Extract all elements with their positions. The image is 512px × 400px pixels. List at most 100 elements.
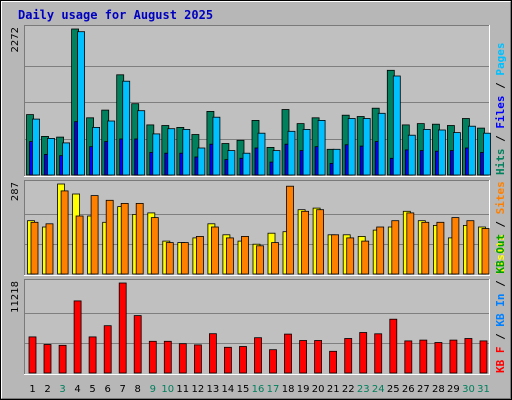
bar-pages-day-20 — [317, 120, 326, 176]
legend-entry: / — [494, 129, 507, 149]
bar-sites-day-5 — [90, 195, 99, 275]
bar-pages-day-18 — [287, 130, 296, 176]
bar-kb-f-day-25 — [389, 318, 398, 374]
bar-pages-day-4 — [77, 31, 85, 176]
bar-sites-day-8 — [135, 202, 144, 275]
bar-sites-day-13 — [210, 226, 219, 275]
bar-kb-f-day-17 — [269, 349, 277, 374]
x-tick-label: 2 — [44, 384, 50, 395]
bar-sites-day-2 — [45, 223, 54, 275]
bar-pages-day-12 — [197, 147, 206, 176]
x-tick-label: 1 — [29, 384, 35, 395]
x-tick-label: 22 — [342, 384, 355, 395]
x-tick-label: 10 — [161, 384, 174, 395]
x-tick-label: 6 — [105, 384, 111, 395]
y-axis-max-label: 287 — [10, 182, 21, 201]
x-tick-label: 23 — [357, 384, 370, 395]
bar-kb-f-day-16 — [254, 337, 262, 374]
x-tick-label: 9 — [150, 384, 156, 395]
x-tick-label: 27 — [417, 384, 430, 395]
bar-sites-day-15 — [241, 235, 249, 275]
bar-pages-day-30 — [467, 125, 476, 176]
bar-pages-day-28 — [437, 129, 446, 176]
bar-kb-f-day-22 — [344, 338, 353, 374]
bar-pages-day-5 — [92, 127, 100, 176]
bar-sites-day-25 — [391, 220, 400, 275]
legend-entry: Pages — [494, 43, 507, 76]
x-tick-label: 16 — [252, 384, 265, 395]
bar-sites-day-17 — [271, 242, 279, 275]
bar-kb-f-day-7 — [118, 282, 127, 374]
bar-sites-day-22 — [346, 237, 355, 275]
bar-kb-f-day-19 — [299, 340, 308, 374]
x-axis-tick-labels: 1 2 3 4 5 6 7 8 9 10 11 12 13 14 15 16 17 18 19 20 21 22 23 24 2… — [29, 384, 490, 395]
bar-pages-day-13 — [212, 116, 221, 176]
bar-sites-day-14 — [225, 237, 234, 275]
legend-entry: KB Out — [494, 234, 507, 274]
bar-kb-f-day-15 — [239, 346, 247, 374]
bar-kb-f-day-21 — [329, 350, 338, 374]
bar-sites-day-12 — [195, 235, 204, 275]
bar-pages-day-8 — [137, 110, 146, 176]
chart-panels: 2272 Hits / Files / Pages 287 Visits / Site… — [10, 25, 507, 375]
x-tick-label: 29 — [447, 384, 460, 395]
bar-pages-day-2 — [47, 137, 55, 176]
bar-sites-day-27 — [421, 221, 430, 275]
bar-kb-f-day-1 — [28, 336, 37, 374]
bar-pages-day-29 — [452, 132, 461, 176]
panel-hits_files_pages: 2272 Hits / Files / Pages — [10, 25, 507, 177]
bar-kb-f-day-14 — [223, 346, 232, 374]
bar-kb-f-day-11 — [178, 343, 187, 374]
bar-pages-day-15 — [242, 152, 251, 176]
legend-entry: / — [494, 327, 507, 347]
legend-entry: / — [494, 214, 507, 234]
bar-pages-day-24 — [377, 112, 386, 176]
legend-entry: Files — [494, 96, 507, 129]
bar-kb-f-day-24 — [374, 333, 383, 374]
legend-visits_sites: Visits / Sites — [494, 181, 507, 274]
chart-title: Daily usage for August 2025 — [18, 8, 213, 22]
bar-sites-day-21 — [331, 234, 340, 275]
x-tick-label: 17 — [267, 384, 280, 395]
bar-kb-f-day-29 — [449, 339, 458, 374]
bar-sites-day-4 — [75, 215, 84, 275]
bar-sites-day-7 — [120, 202, 129, 275]
bar-kb-f-day-12 — [193, 344, 202, 374]
bar-pages-day-11 — [182, 128, 191, 176]
bar-pages-day-22 — [347, 118, 356, 176]
bar-pages-day-1 — [32, 118, 40, 176]
bar-kb-f-day-20 — [314, 340, 323, 374]
bar-pages-day-31 — [483, 132, 491, 176]
bar-kb-f-day-9 — [148, 340, 157, 374]
x-tick-label: 8 — [135, 384, 141, 395]
bar-kb-f-day-13 — [208, 333, 217, 374]
x-tick-label: 19 — [297, 384, 310, 395]
bar-sites-day-1 — [30, 221, 39, 275]
bar-sites-day-9 — [150, 217, 159, 275]
bar-pages-day-6 — [107, 120, 116, 176]
x-tick-label: 12 — [192, 384, 205, 395]
bar-sites-day-20 — [316, 209, 325, 275]
x-tick-label: 20 — [312, 384, 325, 395]
bar-sites-day-24 — [376, 226, 385, 275]
bar-kb-f-day-23 — [359, 332, 368, 374]
bar-sites-day-11 — [180, 242, 189, 275]
legend-entry: Hits — [494, 149, 507, 176]
x-tick-label: 14 — [222, 384, 235, 395]
bar-sites-day-26 — [406, 212, 415, 275]
legend-entry: Visits — [494, 234, 507, 274]
bar-sites-day-29 — [451, 217, 460, 275]
bar-kb-f-day-18 — [284, 333, 292, 374]
bar-kb-f-day-27 — [419, 339, 428, 374]
bar-kb-f-day-3 — [58, 344, 67, 374]
bar-kb-f-day-5 — [88, 336, 97, 374]
bar-kb-f-day-31 — [479, 340, 488, 374]
x-tick-label: 21 — [327, 384, 340, 395]
bar-kb-f-day-26 — [404, 340, 413, 374]
bar-sites-day-18 — [286, 185, 294, 275]
bar-sites-day-31 — [481, 228, 490, 275]
x-tick-label: 11 — [176, 384, 189, 395]
legend-entry: KB In — [494, 294, 507, 327]
y-axis-max-label: 11218 — [10, 281, 21, 313]
